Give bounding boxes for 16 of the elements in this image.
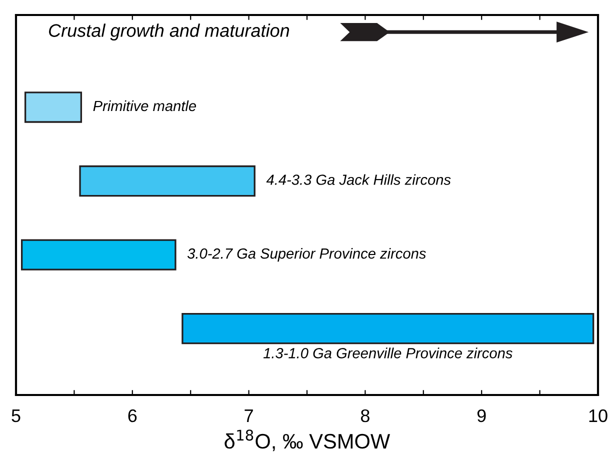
x-tick-label: 6 bbox=[128, 409, 137, 422]
bar bbox=[182, 313, 594, 344]
y-tick-label: 3.0-2.7 Ga Superior Province zircons bbox=[187, 248, 426, 262]
y-tick-label: Primitive mantle bbox=[93, 100, 196, 112]
annotation: Crustal growth and maturation bbox=[49, 24, 290, 41]
y-tick-label: 1.3-1.0 Ga Greenville Province zircons bbox=[263, 348, 512, 358]
bar bbox=[79, 165, 256, 197]
x-tick-label: 8 bbox=[360, 409, 370, 422]
x-tick-label: 7 bbox=[244, 410, 253, 422]
x-tick-label: 5 bbox=[12, 410, 20, 422]
bar bbox=[24, 92, 82, 123]
x-tick-label: 9 bbox=[477, 409, 486, 422]
y-tick-label: 4.4-3.3 Ga Jack Hills zircons bbox=[266, 174, 451, 185]
x-tick-label: 10 bbox=[589, 409, 608, 422]
x-axis-title: δ$^{18}$O, ‰ VSMOW bbox=[224, 430, 390, 452]
bar bbox=[20, 239, 176, 270]
